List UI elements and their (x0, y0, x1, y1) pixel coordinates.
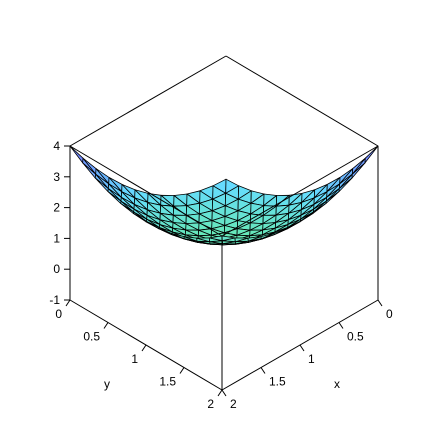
z-tick-label: 0 (53, 262, 60, 276)
x-axis-ticks: 0 0.5 1 1.5 2 (221, 299, 393, 411)
surface-patch (247, 236, 262, 242)
surface-patch (260, 232, 275, 240)
surface-patch (325, 191, 340, 204)
y-tick-label: 1.5 (159, 375, 176, 389)
surface-patch (69, 145, 84, 164)
y-tick-label: 0.5 (83, 330, 100, 344)
x-tick-mark (221, 389, 227, 397)
z-tick-label: 2 (53, 201, 60, 215)
surface-patch (273, 227, 288, 236)
x-tick-label: 2 (230, 397, 237, 411)
x-tick-label: 0 (386, 307, 393, 321)
y-tick-mark (65, 299, 71, 307)
surface-patches (69, 145, 379, 246)
box-edge (225, 55, 379, 147)
box-edge (221, 145, 379, 237)
y-tick-label: 0 (55, 307, 62, 321)
surface-patch (312, 202, 327, 214)
z-axis-ticks: -1 0 1 2 3 4 (49, 139, 70, 307)
x-tick-label: 0.5 (347, 330, 364, 344)
x-tick-label: 1.5 (269, 375, 286, 389)
z-tick-label: -1 (49, 293, 60, 307)
y-tick-label: 1 (131, 352, 138, 366)
y-tick-mark (103, 322, 109, 329)
y-axis-label: y (104, 377, 110, 391)
z-tick-label: 1 (53, 231, 60, 245)
y-tick-mark (217, 389, 223, 397)
box-edge (69, 145, 223, 237)
z-tick-label: 3 (53, 170, 60, 184)
surface-patch (338, 177, 353, 193)
x-tick-mark (299, 344, 305, 352)
surface-patch (351, 157, 366, 175)
x-tick-mark (377, 299, 383, 307)
surface-patch (351, 162, 366, 179)
box-edge (69, 55, 227, 147)
y-tick-mark (179, 367, 185, 374)
surface-patch (234, 237, 249, 243)
y-tick-mark (141, 344, 147, 352)
y-tick-label: 2 (207, 397, 214, 411)
z-tick-label: 4 (53, 139, 60, 153)
x-axis-label: x (334, 377, 340, 391)
y-axis-ticks: 0 0.5 1 1.5 2 (55, 299, 223, 411)
x-tick-mark (338, 322, 344, 329)
surface-patch (364, 145, 379, 164)
x-tick-label: 1 (308, 352, 315, 366)
x-tick-mark (260, 367, 266, 374)
